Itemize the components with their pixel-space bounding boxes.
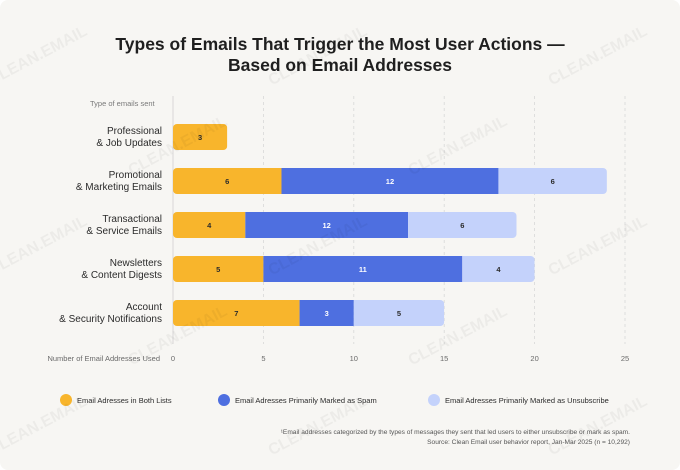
legend-swatch	[428, 394, 440, 406]
data-label: 12	[386, 177, 394, 186]
bar-segment	[299, 300, 354, 326]
footnote-source: Source: Clean Email user behavior report…	[427, 439, 630, 446]
footnote-line-1: ¹Email addresses categorized by the type…	[280, 429, 630, 436]
bar-row	[173, 212, 517, 238]
legend-label: Email Adresses Primarily Marked as Unsub…	[445, 396, 609, 405]
chart-title: Types of Emails That Trigger the Most Us…	[115, 34, 565, 75]
bar-row	[173, 300, 445, 326]
category-label: Professional & Job Updates	[96, 126, 162, 149]
data-label: 12	[323, 221, 331, 230]
x-tick-label: 5	[261, 354, 265, 363]
data-label: 6	[225, 177, 229, 186]
bar-row	[173, 256, 535, 282]
bar-segment	[281, 168, 499, 194]
legend-item: Email Adresses Primarily Marked as Unsub…	[428, 394, 609, 406]
x-tick-label: 10	[350, 354, 358, 363]
bar-segment	[498, 168, 607, 194]
data-label: 6	[460, 221, 464, 230]
bar-row	[173, 124, 228, 150]
bar-segment	[173, 168, 282, 194]
category-label: Newsletters & Content Digests	[81, 258, 162, 281]
category-label: Transactional & Service Emails	[86, 214, 162, 237]
x-tick-label: 0	[171, 354, 175, 363]
bar-segment	[353, 300, 445, 326]
legend-label: Email Adresses in Both Lists	[77, 396, 172, 405]
data-label: 4	[207, 221, 212, 230]
data-label: 3	[198, 133, 202, 142]
bar-segment	[245, 212, 409, 238]
data-label: 11	[359, 265, 367, 274]
legend-swatch	[60, 394, 72, 406]
bar-segment	[173, 212, 246, 238]
x-tick-label: 25	[621, 354, 629, 363]
y-axis-label: Type of emails sent	[90, 99, 156, 108]
legend-item: Email Adresses in Both Lists	[60, 394, 172, 406]
category-label: Promotional & Marketing Emails	[76, 170, 162, 193]
x-tick-label: 20	[530, 354, 538, 363]
bar-segment	[173, 124, 228, 150]
legend-label: Email Adresses Primarily Marked as Spam	[235, 396, 377, 405]
bar-segment	[462, 256, 535, 282]
bar-segment	[263, 256, 463, 282]
legend-item: Email Adresses Primarily Marked as Spam	[218, 394, 377, 406]
data-label: 4	[496, 265, 501, 274]
x-axis-label: Number of Email Addresses Used	[47, 354, 160, 363]
bar-segment	[173, 300, 300, 326]
bar-row	[173, 168, 607, 194]
x-tick-label: 15	[440, 354, 448, 363]
data-label: 6	[551, 177, 555, 186]
data-label: 5	[216, 265, 220, 274]
legend-swatch	[218, 394, 230, 406]
data-label: 5	[397, 309, 401, 318]
data-label: 7	[234, 309, 238, 318]
bar-segment	[408, 212, 517, 238]
bar-segment	[173, 256, 264, 282]
category-label: Account & Security Notifications	[59, 302, 162, 325]
data-label: 3	[325, 309, 329, 318]
footnote: ¹Email addresses categorized by the type…	[281, 428, 630, 448]
